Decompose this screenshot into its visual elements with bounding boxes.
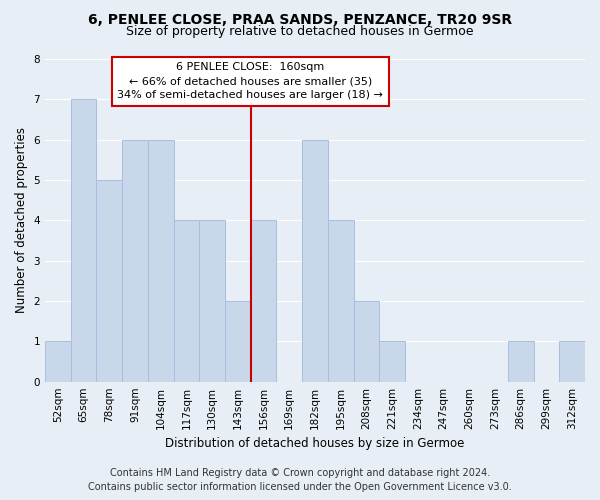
Bar bbox=[173, 220, 199, 382]
Bar bbox=[328, 220, 353, 382]
Bar bbox=[199, 220, 225, 382]
Bar bbox=[122, 140, 148, 382]
Text: 6 PENLEE CLOSE:  160sqm
← 66% of detached houses are smaller (35)
34% of semi-de: 6 PENLEE CLOSE: 160sqm ← 66% of detached… bbox=[117, 62, 383, 100]
Y-axis label: Number of detached properties: Number of detached properties bbox=[15, 128, 28, 314]
Bar bbox=[508, 342, 533, 382]
Bar bbox=[45, 342, 71, 382]
X-axis label: Distribution of detached houses by size in Germoe: Distribution of detached houses by size … bbox=[166, 437, 465, 450]
Bar bbox=[353, 301, 379, 382]
Bar bbox=[302, 140, 328, 382]
Bar bbox=[379, 342, 405, 382]
Text: 6, PENLEE CLOSE, PRAA SANDS, PENZANCE, TR20 9SR: 6, PENLEE CLOSE, PRAA SANDS, PENZANCE, T… bbox=[88, 12, 512, 26]
Bar bbox=[559, 342, 585, 382]
Bar bbox=[71, 100, 97, 382]
Text: Size of property relative to detached houses in Germoe: Size of property relative to detached ho… bbox=[126, 25, 474, 38]
Text: Contains HM Land Registry data © Crown copyright and database right 2024.
Contai: Contains HM Land Registry data © Crown c… bbox=[88, 468, 512, 492]
Bar bbox=[148, 140, 173, 382]
Bar bbox=[225, 301, 251, 382]
Bar bbox=[97, 180, 122, 382]
Bar bbox=[251, 220, 277, 382]
